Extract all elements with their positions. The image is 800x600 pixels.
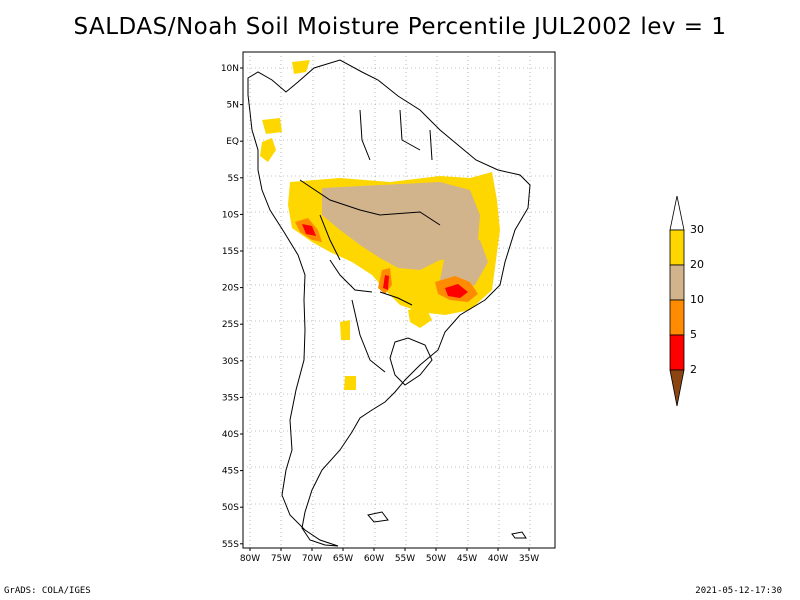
lat-tick-label: 40S — [222, 430, 239, 440]
shaded-regions — [260, 60, 500, 390]
lat-tick-label: 45S — [222, 467, 239, 477]
colorbar-label-10: 10 — [690, 293, 704, 306]
lon-tick-label: 35W — [519, 554, 539, 564]
colorbar-bottom-arrow — [669, 369, 685, 407]
lon-tick-label: 40W — [488, 554, 508, 564]
coastlines — [247, 59, 531, 547]
lat-tick-label: 35S — [222, 393, 239, 403]
colorbar-swatch-red — [669, 334, 685, 371]
lat-tick-label: 20S — [222, 284, 239, 294]
lon-tick-label: 50W — [426, 554, 446, 564]
lat-tick-label: 25S — [222, 320, 239, 330]
colorbar-swatch-yellow — [669, 229, 685, 266]
colorbar-top-arrow — [669, 195, 685, 231]
colorbar-swatch-orange — [669, 299, 685, 336]
map-title: SALDAS/Noah Soil Moisture Percentile JUL… — [73, 14, 727, 40]
colorbar-label-20: 20 — [690, 258, 704, 271]
lon-tick-label: 80W — [240, 554, 260, 564]
longitude-tick-labels: 80W 75W 70W 65W 60W 55W 50W 45W 40W 35W — [240, 548, 539, 564]
lat-tick-label: 10N — [221, 64, 239, 74]
latitude-tick-labels: 10N 5N EQ 5S 10S 15S 20S 25S 30S 35S 40S 45S 50S 55S — [221, 64, 243, 550]
lat-tick-label: 30S — [222, 357, 239, 367]
footer-timestamp: 2021-05-12-17:30 — [695, 586, 782, 596]
lon-tick-label: 65W — [333, 554, 353, 564]
lon-tick-label: 70W — [302, 554, 322, 564]
lat-tick-label: 5S — [228, 174, 240, 184]
lon-tick-label: 45W — [457, 554, 477, 564]
footer-credit: GrADS: COLA/IGES — [4, 586, 91, 596]
colorbar — [669, 195, 685, 407]
lon-tick-label: 55W — [395, 554, 415, 564]
lat-tick-label: 10S — [222, 210, 239, 220]
lat-tick-label: EQ — [226, 137, 239, 147]
lat-tick-label: 15S — [222, 247, 239, 257]
lat-tick-label: 5N — [227, 101, 239, 111]
colorbar-label-2: 2 — [690, 363, 697, 376]
colorbar-label-30: 30 — [690, 223, 704, 236]
lon-tick-label: 75W — [271, 554, 291, 564]
colorbar-swatch-tan — [669, 264, 685, 301]
lat-tick-label: 50S — [222, 503, 239, 513]
colorbar-label-5: 5 — [690, 328, 697, 341]
lat-tick-label: 55S — [222, 540, 239, 550]
lon-tick-label: 60W — [364, 554, 384, 564]
